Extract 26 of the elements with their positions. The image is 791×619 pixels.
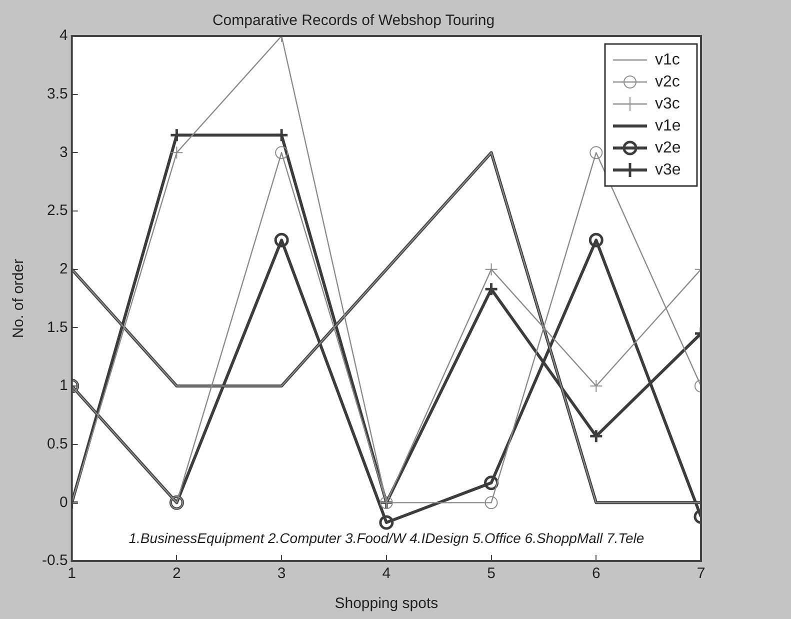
x-tick-label: 6	[592, 565, 600, 582]
annotation: 1.BusinessEquipment 2.Computer 3.Food/W 4.IDesign 5.Office 6.ShoppMall 7.Tele	[128, 530, 644, 546]
x-axis-title: Shopping spots	[334, 595, 438, 612]
y-tick-label: -0.5	[42, 552, 68, 570]
y-tick-label: 3.5	[46, 85, 68, 102]
x-tick-label: 2	[172, 565, 181, 582]
legend-label: v2c	[655, 73, 680, 90]
y-axis-title: No. of order	[10, 258, 28, 338]
y-tick-label: 0.5	[46, 435, 68, 452]
legend-label: v2e	[655, 139, 681, 156]
legend-label: v3e	[655, 161, 681, 178]
chart-title: Comparative Records of Webshop Touring	[212, 12, 495, 30]
x-tick-label: 5	[487, 565, 496, 582]
y-tick-label: 2.5	[46, 202, 68, 220]
y-tick-label: 4	[60, 27, 68, 44]
y-tick-label: 1.5	[46, 318, 68, 336]
legend-label: v1c	[655, 51, 680, 68]
legend-label: v3c	[655, 95, 680, 112]
x-tick-label: 4	[382, 565, 391, 582]
x-tick-label: 3	[277, 565, 286, 582]
y-tick-label: 2	[60, 260, 68, 278]
y-tick-label: 0	[60, 494, 68, 511]
legend-label: v1e	[655, 117, 681, 134]
x-tick-label: 7	[696, 565, 706, 582]
y-tick-label: 3	[60, 144, 68, 161]
y-tick-label: 1	[60, 377, 68, 394]
